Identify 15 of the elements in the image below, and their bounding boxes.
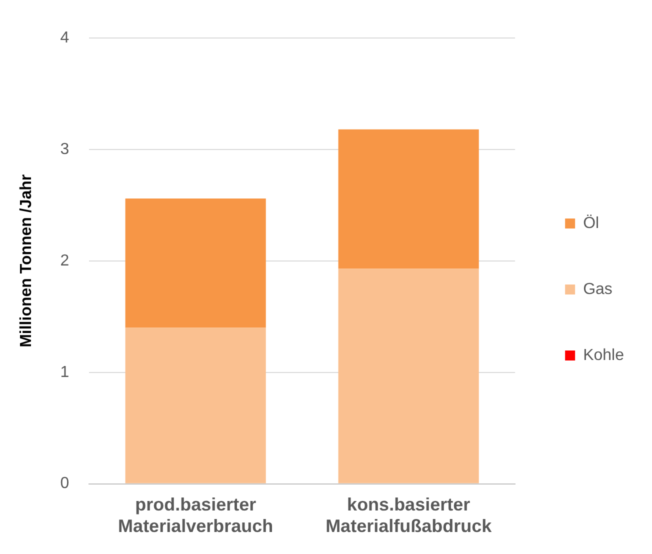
y-tick-label: 0 — [60, 475, 70, 492]
legend-label: Kohle — [583, 346, 624, 364]
y-tick-label: 2 — [60, 252, 70, 270]
y-axis-title: Millionen Tonnen /Jahr — [18, 174, 36, 348]
bar — [125, 198, 266, 328]
y-tick-label: 1 — [60, 364, 70, 381]
bar — [125, 328, 266, 484]
bar — [338, 129, 479, 269]
x-tick-label: prod.basierter Materialverbrauch — [118, 494, 274, 536]
y-tick-label: 3 — [60, 140, 70, 158]
x-tick-label: kons.basierter Materialfußabdruck — [326, 494, 493, 536]
y-tick-label: 4 — [60, 29, 70, 46]
legend-label: Gas — [583, 280, 612, 298]
legend-label: Öl — [583, 214, 600, 232]
bar — [338, 268, 479, 484]
